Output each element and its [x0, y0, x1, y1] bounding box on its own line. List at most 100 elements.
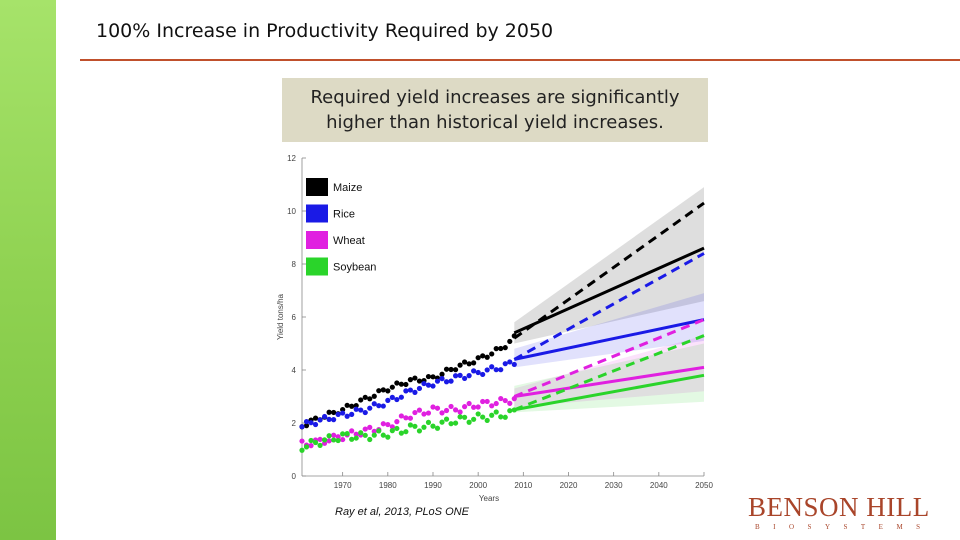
y-tick-label: 8 — [292, 260, 297, 269]
data-point-soybean — [367, 436, 373, 443]
data-point-soybean — [299, 447, 305, 453]
data-point-wheat — [466, 400, 472, 407]
data-point-soybean — [425, 419, 432, 425]
data-point-rice — [308, 420, 314, 426]
data-point-soybean — [471, 416, 477, 422]
data-point-rice — [344, 413, 350, 419]
data-point-rice — [493, 367, 499, 373]
data-point-maize — [353, 402, 359, 409]
data-point-wheat — [403, 415, 409, 421]
callout-text: Required yield increases are significant… — [310, 87, 680, 133]
y-tick-label: 12 — [287, 154, 296, 163]
legend-swatch-soybean — [306, 257, 328, 276]
data-point-rice — [380, 403, 386, 409]
data-point-rice — [299, 424, 305, 430]
data-point-wheat — [448, 403, 454, 410]
data-point-rice — [484, 367, 490, 373]
data-point-wheat — [443, 407, 450, 414]
data-point-rice — [312, 421, 319, 428]
data-point-maize — [312, 415, 319, 421]
chart-axes: 0 2 4 6 8 10 12 1970 1980 1990 2000 2010 2020 2030 204… — [276, 154, 713, 503]
data-point-maize — [349, 403, 355, 409]
data-point-soybean — [403, 429, 409, 435]
data-point-rice — [498, 367, 504, 373]
data-point-maize — [403, 381, 409, 388]
data-point-maize — [425, 373, 432, 380]
data-point-wheat — [457, 409, 463, 415]
citation: Ray et al, 2013, PLoS ONE — [335, 506, 469, 518]
data-point-soybean — [416, 428, 423, 434]
data-point-rice — [457, 372, 463, 378]
projection-line-maize — [513, 246, 705, 335]
data-point-wheat — [371, 428, 377, 434]
data-point-rice — [425, 382, 432, 388]
data-point-maize — [475, 355, 481, 361]
data-point-soybean — [457, 414, 463, 420]
data-point-maize — [471, 360, 477, 366]
x-tick-label: 2020 — [560, 481, 578, 490]
data-point-maize — [371, 393, 377, 399]
data-point-soybean — [353, 435, 359, 441]
chart-points — [299, 333, 517, 453]
data-point-soybean — [340, 431, 346, 437]
data-point-maize — [394, 380, 400, 386]
data-point-wheat — [394, 419, 400, 425]
data-point-soybean — [462, 414, 468, 420]
data-point-wheat — [407, 415, 414, 421]
data-point-maize — [398, 381, 404, 387]
x-tick-label: 2010 — [514, 481, 532, 490]
data-point-soybean — [380, 432, 386, 438]
data-point-rice — [502, 361, 508, 367]
data-point-rice — [452, 373, 459, 379]
yield-chart: 0 2 4 6 8 10 12 1970 1980 1990 2000 2010 2020 2030 204… — [276, 154, 713, 503]
data-point-maize — [303, 423, 310, 429]
data-point-rice — [385, 397, 391, 403]
data-point-rice — [403, 388, 409, 394]
data-point-rice — [430, 383, 436, 389]
chart-bands — [514, 187, 704, 413]
data-point-wheat — [299, 438, 305, 444]
data-point-wheat — [502, 397, 508, 404]
data-point-soybean — [502, 414, 508, 420]
data-point-soybean — [358, 430, 364, 436]
data-point-wheat — [385, 421, 391, 428]
data-point-soybean — [317, 442, 323, 448]
data-point-rice — [353, 406, 359, 412]
data-point-rice — [367, 405, 373, 411]
data-point-wheat — [425, 410, 432, 416]
logo-subtitle: BIOSYSTEMS — [755, 523, 934, 531]
data-point-soybean — [407, 422, 414, 428]
data-point-soybean — [331, 437, 337, 443]
data-point-soybean — [484, 417, 490, 424]
legend-label-rice: Rice — [333, 209, 355, 221]
data-point-soybean — [389, 428, 395, 434]
legend-label-soybean: Soybean — [333, 262, 376, 274]
data-point-rice — [511, 361, 517, 368]
data-point-maize — [358, 397, 364, 403]
x-tick-label: 1980 — [379, 481, 397, 490]
x-tick-label: 2000 — [469, 481, 487, 490]
data-point-soybean — [385, 434, 391, 440]
data-point-soybean — [421, 424, 427, 430]
data-point-rice — [349, 411, 355, 417]
y-tick-label: 4 — [292, 366, 297, 375]
data-point-rice — [475, 369, 481, 376]
data-point-rice — [421, 380, 427, 387]
data-point-maize — [443, 366, 450, 372]
data-point-maize — [448, 366, 454, 373]
data-point-maize — [480, 353, 486, 359]
data-point-maize — [462, 359, 468, 365]
logo-wordmark: BENSON HILL — [748, 492, 930, 522]
data-point-rice — [389, 394, 395, 400]
data-point-maize — [385, 388, 391, 394]
data-point-maize — [362, 394, 368, 400]
data-point-soybean — [430, 423, 436, 429]
benson-hill-logo: BENSON HILL BIOSYSTEMS — [748, 494, 940, 534]
data-point-wheat — [430, 404, 436, 410]
y-tick-label: 2 — [292, 419, 297, 428]
data-point-maize — [466, 361, 472, 367]
data-point-wheat — [493, 400, 499, 407]
band-maize — [514, 187, 704, 344]
data-point-rice — [416, 385, 423, 392]
data-point-rice — [321, 413, 328, 420]
